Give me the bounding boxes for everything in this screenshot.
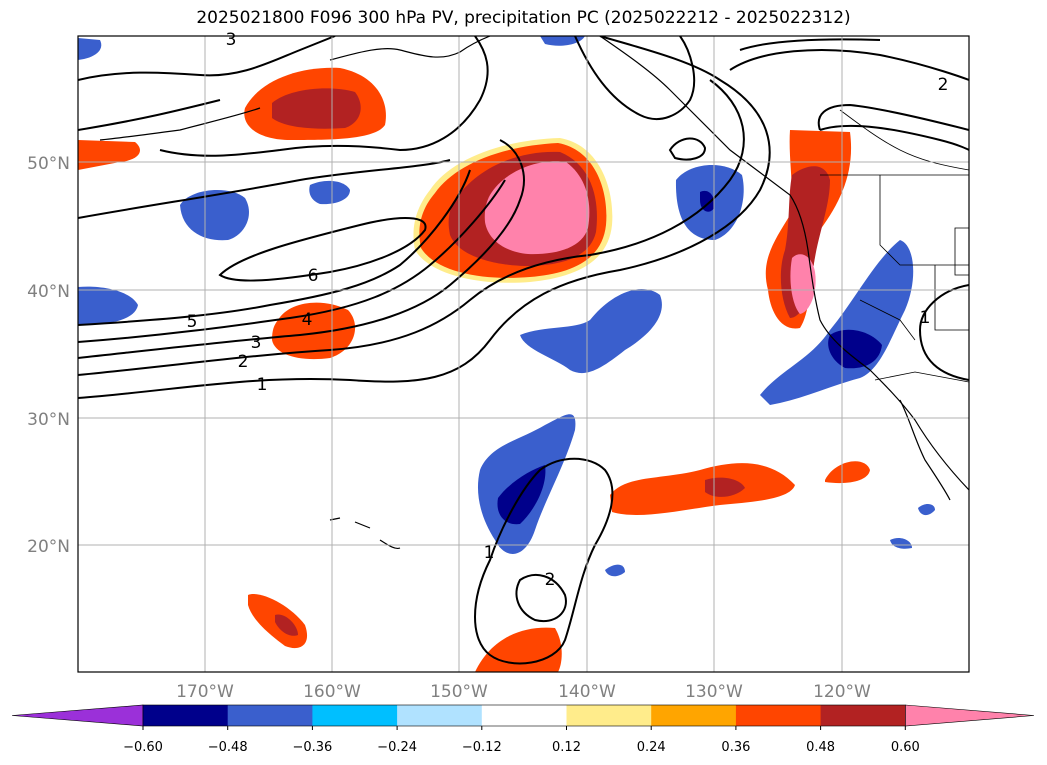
lon-tick: 160°W [303, 682, 361, 702]
lon-tick: 120°W [813, 682, 871, 702]
contour-label: 2 [545, 570, 556, 590]
lat-ticks: 50°N 40°N 30°N 20°N [27, 154, 70, 557]
colorbar-tick-label: −0.24 [377, 740, 417, 755]
contour-label: 6 [308, 266, 319, 286]
colorbar-extend-low [11, 704, 144, 727]
contour-label: 2 [238, 352, 249, 372]
colorbar-tick-label: 0.24 [637, 740, 666, 755]
colorbar-segment [735, 705, 822, 726]
colorbar-segment [820, 705, 906, 726]
colorbar-segment [651, 705, 737, 726]
colorbar-tick-label: 0.12 [552, 740, 581, 755]
colorbar-segment [143, 705, 229, 726]
lon-tick: 170°W [176, 682, 234, 702]
colorbar-tick-label: −0.48 [208, 740, 248, 755]
contour-label: 5 [187, 312, 198, 332]
contour-label: 4 [302, 310, 313, 330]
contour-label: 3 [251, 333, 262, 353]
colorbar-tick-label: 0.36 [721, 740, 750, 755]
negative-anomalies [78, 36, 935, 577]
lon-tick: 150°W [430, 682, 488, 702]
borders [820, 109, 969, 383]
map-title: 2025021800 F096 300 hPa PV, precipitatio… [196, 8, 851, 28]
colorbar-tick-label: −0.12 [462, 740, 502, 755]
colorbar-segment [397, 705, 483, 726]
lat-tick: 20°N [27, 537, 70, 557]
colorbar-extend-high [904, 704, 1035, 727]
colorbar-tick-label: 0.60 [891, 740, 920, 755]
colorbar-tick-labels: −0.60 −0.48 −0.36 −0.24 −0.12 0.12 0.24 0.36 0.4… [123, 726, 920, 755]
lat-tick: 30°N [27, 410, 70, 430]
lon-tick: 140°W [558, 682, 616, 702]
map-frame [77, 35, 970, 673]
colorbar-segment [312, 705, 398, 726]
positive-anomalies [78, 67, 870, 672]
contour-label: 1 [484, 543, 495, 563]
colorbar-segment [481, 705, 567, 726]
lat-tick: 50°N [27, 154, 70, 174]
lon-tick: 130°W [685, 682, 743, 702]
map-content [78, 36, 969, 672]
pv-contours [78, 36, 969, 665]
colorbar-tick-label: 0.48 [806, 740, 835, 755]
contour-labels: 6 5 4 3 2 1 1 2 2 1 3 [187, 30, 949, 590]
colorbar-frame [142, 704, 906, 727]
colorbar-tick-label: −0.36 [292, 740, 332, 755]
colorbar-tick-label: −0.60 [123, 740, 163, 755]
contour-label: 1 [920, 308, 931, 328]
coastlines [99, 36, 969, 550]
colorbar: −0.60 −0.48 −0.36 −0.24 −0.12 0.12 0.24 0.36 0.4… [11, 704, 1035, 755]
contour-label: 2 [938, 75, 949, 95]
colorbar-segment [227, 705, 313, 726]
gridlines [78, 36, 969, 672]
lon-ticks: 170°W 160°W 150°W 140°W 130°W 120°W [176, 682, 871, 702]
colorbar-segments [11, 704, 1035, 727]
contour-label: 1 [257, 375, 268, 395]
colorbar-segment [566, 705, 652, 726]
contour-label: 3 [226, 30, 237, 50]
lat-tick: 40°N [27, 282, 70, 302]
